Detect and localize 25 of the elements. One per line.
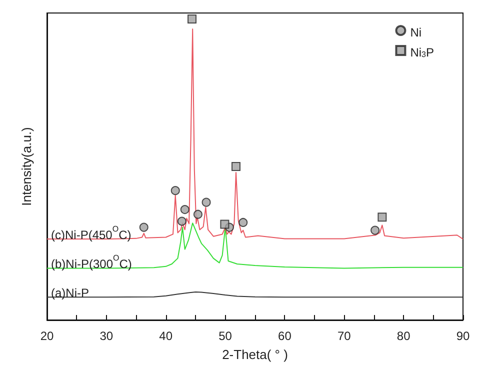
x-tick-label: 60 [278,329,292,343]
x-tick-label: 40 [159,329,173,343]
point [139,222,148,232]
x-tick-label: 50 [218,329,232,343]
point [220,220,230,229]
x-tick-label: 20 [40,329,54,343]
point [378,212,387,222]
point [231,162,240,171]
point [202,198,211,207]
y-axis-title: Intensity(a.u.) [19,127,34,206]
x-tick-label: 30 [100,329,114,343]
point [188,14,197,24]
legend-label: Ni [410,26,422,40]
legend-label: Ni3P [410,46,434,60]
point [180,205,190,214]
x-axis-title: 2-Theta( ° ) [222,347,288,362]
x-tick-label: 90 [456,329,470,343]
x-tick-label: 80 [396,329,411,343]
point [170,186,180,196]
point [238,218,248,227]
point [193,210,202,219]
point [177,216,186,226]
series-label: (a)Ni-P [51,286,89,300]
point [370,226,380,235]
x-tick-label: 70 [337,329,352,343]
